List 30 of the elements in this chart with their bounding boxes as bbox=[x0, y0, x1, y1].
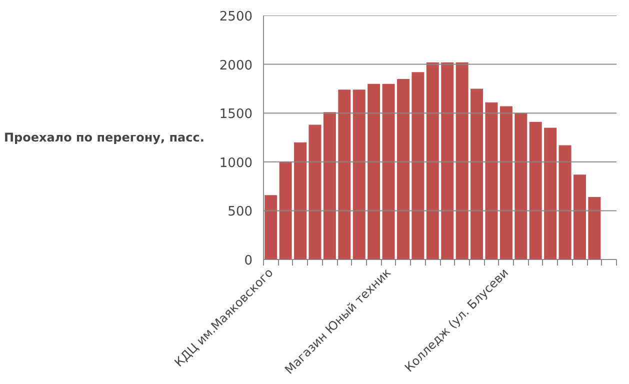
bar bbox=[396, 78, 410, 260]
bar bbox=[558, 145, 572, 260]
bar bbox=[588, 197, 601, 260]
bar bbox=[352, 90, 366, 260]
bar bbox=[514, 113, 528, 260]
y-tick-label: 1000 bbox=[219, 156, 253, 171]
bar bbox=[456, 62, 468, 260]
bar bbox=[294, 142, 307, 260]
y-tick-label: 0 bbox=[244, 254, 253, 268]
y-tick-label: 2000 bbox=[219, 58, 253, 74]
bar bbox=[441, 62, 454, 260]
bar bbox=[368, 84, 380, 260]
bar bbox=[529, 122, 542, 260]
bar bbox=[573, 174, 586, 260]
y-tick-label: 2500 bbox=[219, 10, 253, 24]
bar bbox=[470, 88, 484, 260]
y-tick-label: 1500 bbox=[219, 107, 253, 122]
y-axis-title: Проехало по перегону, пасс. bbox=[4, 130, 204, 144]
bar bbox=[426, 62, 439, 260]
bar bbox=[279, 162, 292, 260]
y-tick-label: 500 bbox=[228, 204, 253, 220]
bar bbox=[500, 106, 512, 260]
bar bbox=[485, 102, 498, 260]
bar bbox=[544, 128, 557, 260]
bar bbox=[264, 195, 278, 260]
bar bbox=[412, 72, 424, 260]
bar bbox=[338, 90, 351, 260]
bar bbox=[323, 112, 336, 260]
bar bbox=[308, 124, 322, 260]
bar bbox=[382, 84, 395, 260]
